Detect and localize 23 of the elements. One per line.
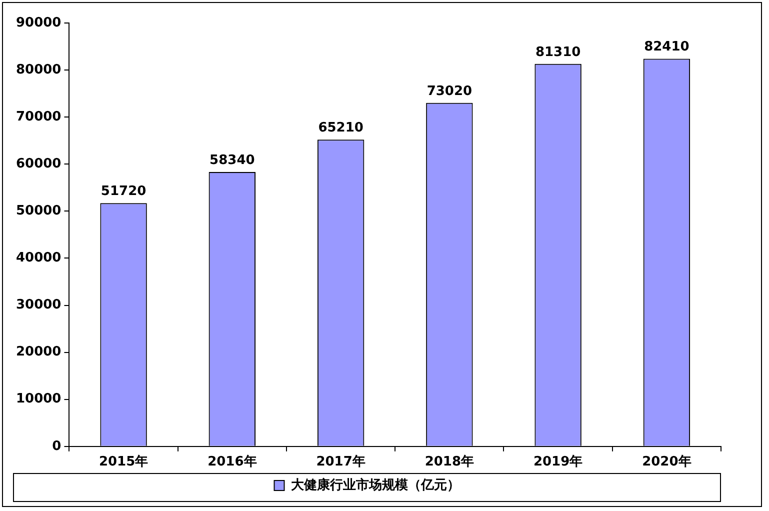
y-tick-label: 70000 bbox=[16, 109, 62, 124]
y-tick-label: 40000 bbox=[16, 250, 62, 266]
y-tick-label: 0 bbox=[52, 438, 62, 454]
data-label: 81310 bbox=[535, 44, 581, 60]
data-label: 58340 bbox=[210, 152, 255, 168]
legend-label: 大健康行业市场规模（亿元） bbox=[290, 476, 460, 493]
y-tick-label: 20000 bbox=[16, 344, 62, 360]
data-label: 65210 bbox=[318, 120, 364, 136]
y-tick-label: 80000 bbox=[16, 62, 62, 78]
y-tick-label: 50000 bbox=[16, 204, 62, 219]
y-tick-label: 10000 bbox=[16, 392, 62, 407]
x-tick-label: 2018年 bbox=[424, 454, 474, 470]
x-tick-label: 2020年 bbox=[642, 454, 692, 470]
data-label: 82410 bbox=[644, 40, 690, 55]
x-tick-label: 2017年 bbox=[316, 454, 366, 470]
x-tick-label: 2015年 bbox=[98, 454, 148, 470]
x-tick-label: 2016年 bbox=[208, 454, 257, 470]
data-label: 51720 bbox=[100, 184, 146, 199]
y-tick-label: 60000 bbox=[16, 156, 62, 172]
y-tick-label: 90000 bbox=[16, 15, 62, 30]
x-tick-label: 2019年 bbox=[533, 454, 583, 470]
data-label: 73020 bbox=[426, 84, 472, 99]
y-tick-label: 30000 bbox=[16, 298, 62, 313]
